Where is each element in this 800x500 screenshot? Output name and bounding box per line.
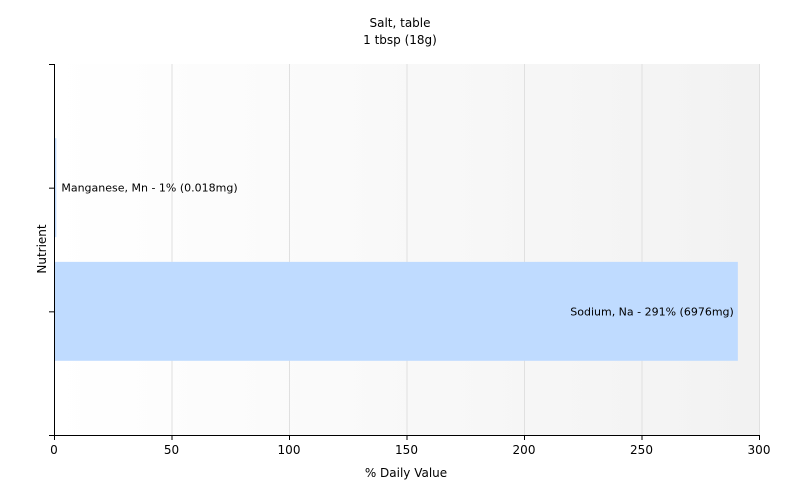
chart-title: Salt, table — [369, 16, 430, 30]
y-ticks — [49, 64, 54, 436]
x-tick-label: 300 — [748, 443, 771, 457]
bar — [54, 261, 738, 361]
x-axis-label: % Daily Value — [365, 466, 447, 480]
chart-subtitle: 1 tbsp (18g) — [363, 33, 437, 47]
x-tick-label: 0 — [50, 443, 58, 457]
bar-label: Manganese, Mn - 1% (0.018mg) — [61, 182, 237, 195]
x-tick-label: 200 — [513, 443, 536, 457]
x-tick-label: 50 — [164, 443, 179, 457]
bars — [54, 138, 738, 361]
bar-labels: Manganese, Mn - 1% (0.018mg) Sodium, Na -… — [61, 182, 734, 319]
gridlines — [171, 64, 760, 435]
x-tick-label: 150 — [395, 443, 418, 457]
x-tick-label: 100 — [278, 443, 301, 457]
x-ticks: 0 50 100 150 200 250 300 — [50, 435, 770, 457]
x-tick-label: 250 — [630, 443, 653, 457]
bar — [54, 138, 57, 238]
y-axis-label: Nutrient — [35, 224, 49, 274]
bar-label: Sodium, Na - 291% (6976mg) — [570, 305, 734, 318]
